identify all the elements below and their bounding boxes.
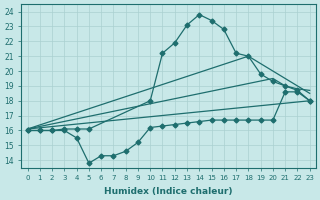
X-axis label: Humidex (Indice chaleur): Humidex (Indice chaleur): [104, 187, 233, 196]
